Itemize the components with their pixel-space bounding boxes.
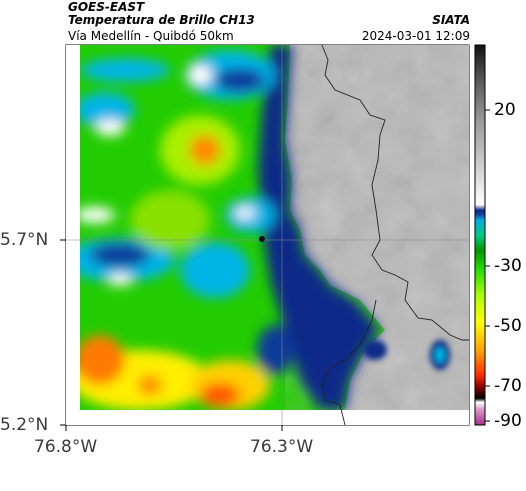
colorbar-label: -90	[494, 411, 522, 431]
lat-label: 5.7°N	[0, 230, 49, 250]
colorbar-label: -70	[494, 376, 522, 396]
admin-border	[321, 45, 469, 341]
product-title: Temperatura de Brillo CH13	[68, 13, 255, 27]
lat-label: 5.2°N	[0, 415, 49, 435]
colorbar	[474, 44, 490, 426]
river-line	[321, 299, 377, 425]
lon-label: 76.3°W	[250, 437, 314, 457]
satellite-name: GOES-EAST	[68, 0, 145, 14]
route-label: Vía Medellín - Quibdó 50km	[68, 29, 234, 43]
timestamp: 2024-03-01 12:09	[361, 29, 470, 43]
agency-label: SIATA	[432, 13, 470, 27]
colorbar-gradient	[474, 44, 486, 426]
location-marker	[259, 236, 265, 242]
colorbar-label: -50	[494, 316, 522, 336]
colorbar-label: -30	[494, 256, 522, 276]
colorbar-label: 20	[494, 100, 516, 120]
lon-label: 76.8°W	[34, 437, 98, 457]
